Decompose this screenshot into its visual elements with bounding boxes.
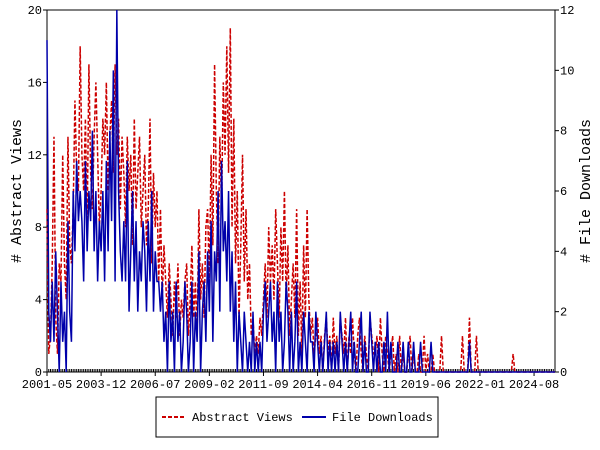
y2-tick-label: 6 [560,185,567,199]
legend-label: Abstract Views [192,411,293,425]
x-tick-label: 2014-04 [292,378,342,392]
y-axis-label: # Abstract Views [9,119,26,263]
y-tick-label: 20 [28,4,42,18]
y-tick-label: 12 [28,149,42,163]
legend-label: File Downloads [332,411,433,425]
y2-tick-label: 4 [560,245,567,259]
y-tick-label: 0 [35,366,42,380]
x-tick-label: 2016-11 [346,378,396,392]
y2-tick-label: 10 [560,64,574,78]
x-tick-label: 2019-06 [401,378,451,392]
y-tick-label: 4 [35,294,42,308]
series-line [46,28,555,373]
x-tick-label: 2001-05 [22,378,72,392]
x-tick-label: 2003-12 [76,378,126,392]
y-tick-label: 8 [35,221,42,235]
y2-tick-label: 0 [560,366,567,380]
y2-tick-label: 8 [560,125,567,139]
legend-box [155,396,439,438]
x-tick-label: 2011-09 [238,378,288,392]
x-tick-label: 2024-08 [509,378,559,392]
x-tick-label: 2022-01 [455,378,505,392]
y2-axis-label: # File Downloads [578,119,595,263]
series-line [46,9,555,373]
y2-tick-label: 12 [560,4,574,18]
x-tick-label: 2009-02 [184,378,234,392]
y-tick-label: 16 [28,76,42,90]
x-tick-label: 2006-07 [130,378,180,392]
y2-tick-label: 2 [560,306,567,320]
